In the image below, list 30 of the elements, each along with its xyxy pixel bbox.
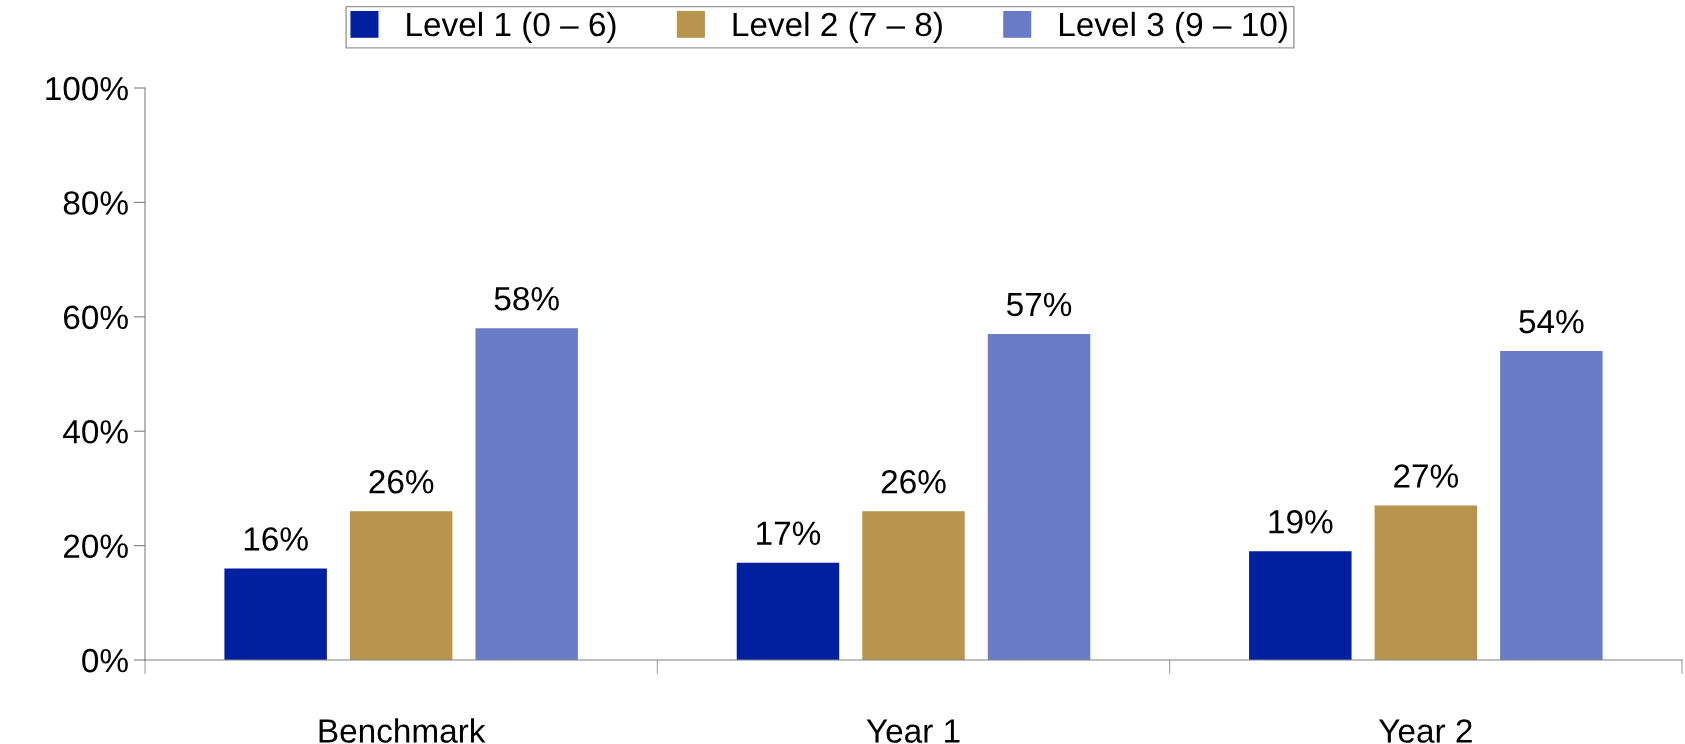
y-tick-label: 0% <box>82 648 128 673</box>
data-label: 26% <box>881 469 946 494</box>
bar <box>224 568 327 660</box>
x-tick-label: Year 1 <box>866 719 960 743</box>
data-label: 16% <box>244 527 308 551</box>
data-label: 19% <box>1269 510 1333 534</box>
data-label: 54% <box>1519 309 1584 334</box>
legend-label: Level 1 (0 – 6) <box>407 11 616 43</box>
bar <box>1374 505 1478 660</box>
bar <box>475 328 578 660</box>
y-tick-label: 60% <box>64 305 128 330</box>
data-label: 27% <box>1394 464 1459 488</box>
x-tick-label: Benchmark <box>319 718 486 743</box>
bar <box>1500 351 1603 660</box>
y-tick-label: 80% <box>63 191 128 215</box>
legend-label: Level 3 (9 – 10) <box>1060 11 1287 43</box>
bar <box>349 511 453 660</box>
data-label: 57% <box>1007 292 1072 317</box>
bar <box>736 562 840 660</box>
legend-label: Level 2 (7 – 8) <box>733 11 942 43</box>
bar <box>862 511 965 660</box>
data-label: 26% <box>369 469 434 494</box>
bar <box>987 333 1091 660</box>
y-tick-label: 20% <box>63 534 128 559</box>
y-tick-label: 40% <box>63 420 128 444</box>
x-tick-label: Year 2 <box>1378 719 1472 743</box>
data-label: 58% <box>494 286 559 311</box>
bar <box>1249 551 1352 660</box>
data-label: 17% <box>757 521 821 545</box>
y-tick-label: 100% <box>46 76 128 101</box>
